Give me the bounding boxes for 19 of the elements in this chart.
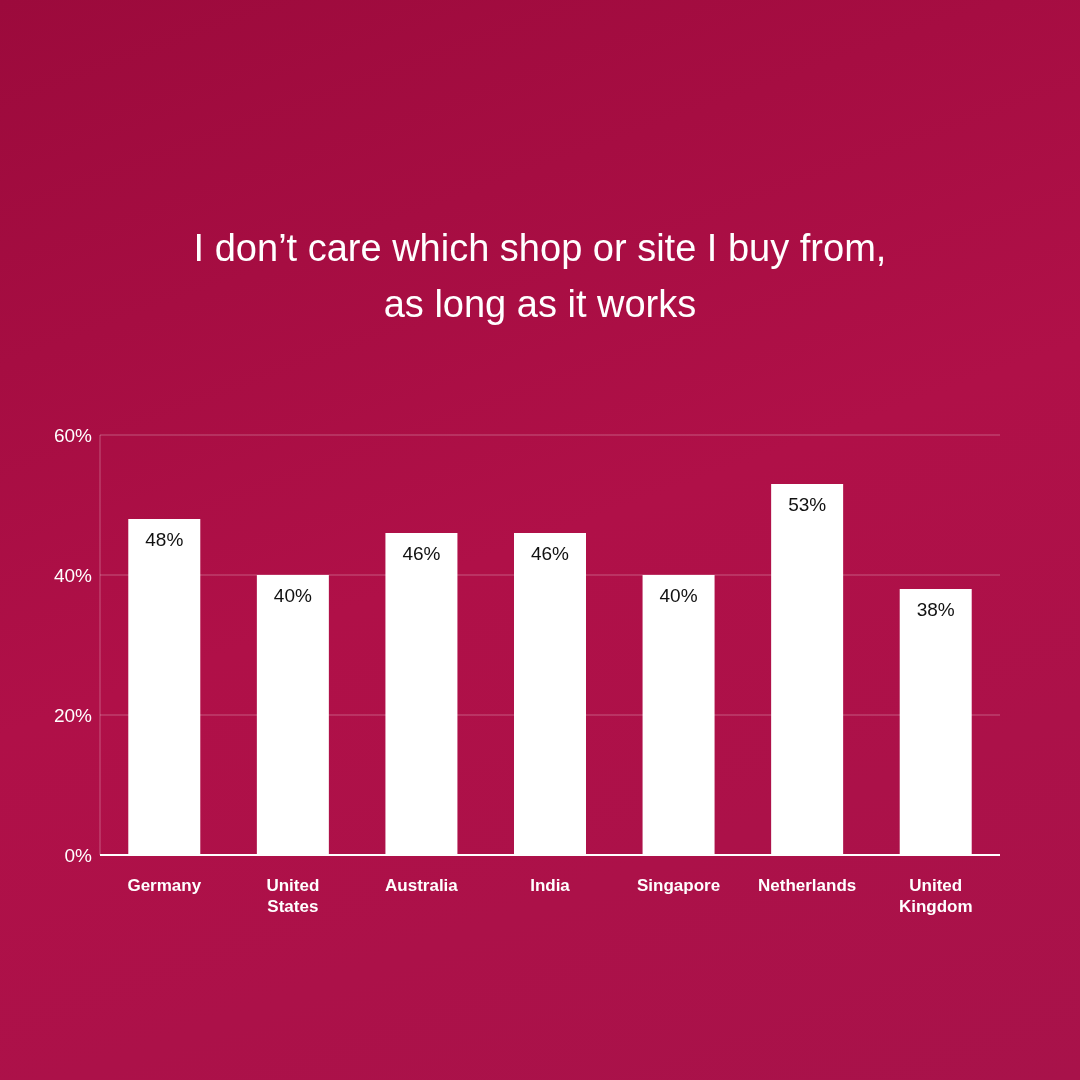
x-tick-label: United States: [266, 876, 320, 916]
data-label: 46%: [530, 543, 570, 565]
y-tick-label: 20%: [53, 704, 93, 726]
y-tick-label: 40%: [53, 564, 93, 586]
data-label: 53%: [788, 494, 827, 516]
y-tick-label: 0%: [64, 844, 93, 866]
data-label: 40%: [273, 585, 312, 607]
data-label: 38%: [916, 599, 955, 621]
y-tick-label: 60%: [53, 424, 93, 446]
x-tick-label: India: [530, 876, 571, 895]
x-tick-label: Germany: [127, 876, 202, 895]
chart-title: I don’t care which shop or site I buy from, as long as it works: [192, 226, 888, 327]
x-tick-label: Netherlands: [758, 876, 857, 895]
data-label: 40%: [659, 585, 698, 607]
x-tick-label: Singapore: [637, 876, 721, 895]
data-label: 46%: [402, 543, 441, 565]
data-label: 48%: [145, 529, 184, 551]
x-tick-label: Australia: [385, 876, 459, 895]
x-tick-label: United Kingdom: [898, 876, 973, 916]
